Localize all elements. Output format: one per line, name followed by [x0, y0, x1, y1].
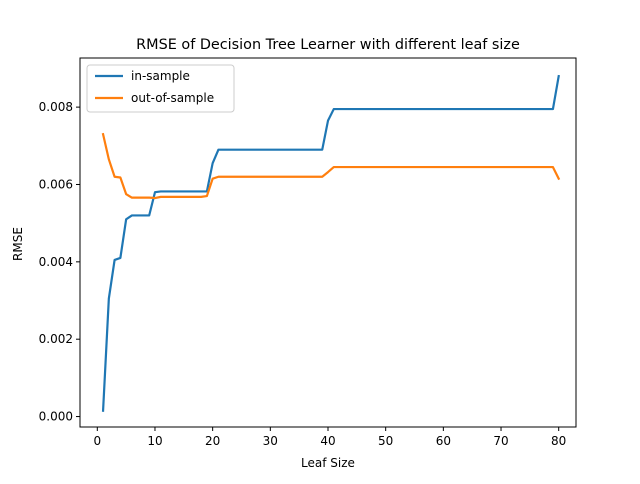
y-tick-label: 0.008: [39, 100, 73, 114]
x-tick-label: 80: [551, 434, 566, 448]
series-line-out-of-sample: [101, 132, 561, 200]
legend-label: out-of-sample: [131, 91, 214, 105]
y-tick-label: 0.006: [39, 177, 73, 191]
x-tick-label: 50: [378, 434, 393, 448]
x-axis-label: Leaf Size: [301, 456, 355, 470]
legend-label: in-sample: [131, 69, 190, 83]
plot-area: 0 10 20 30 40 50 60 70 80 0.000 0.002 0.004 0.006 0.0…: [39, 57, 577, 448]
x-tick-label: 40: [320, 434, 335, 448]
x-tick-label: 10: [147, 434, 162, 448]
x-tick-label: 70: [493, 434, 508, 448]
legend: in-sample out-of-sample: [86, 64, 235, 113]
chart-title: RMSE of Decision Tree Learner with diffe…: [136, 37, 520, 53]
y-tick-label: 0.000: [39, 410, 73, 424]
x-tick-label: 60: [436, 434, 451, 448]
legend-box: [86, 64, 235, 113]
y-tick-label: 0.002: [39, 332, 73, 346]
y-axis-label: RMSE: [11, 227, 25, 261]
x-tick-label: 20: [205, 434, 220, 448]
series-line-in-sample: [101, 74, 560, 412]
x-tick-label: 30: [263, 434, 278, 448]
x-tick-label: 0: [93, 434, 101, 448]
y-tick-label: 0.004: [39, 255, 73, 269]
